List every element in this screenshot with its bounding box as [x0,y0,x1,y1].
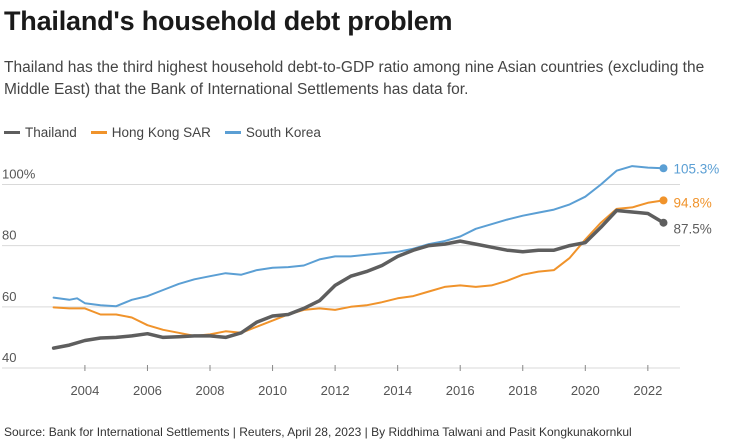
end-point-south-korea [659,164,668,173]
series-lines [51,164,668,350]
legend-swatch-south-korea [224,131,241,134]
x-tick-label-2010: 2010 [258,383,287,398]
x-tick-label-2022: 2022 [633,383,662,398]
legend-item-south-korea: South Korea [224,125,321,140]
legend-swatch-hong-kong [90,131,107,134]
x-tick-label-2004: 2004 [70,383,99,398]
x-tick-label-2018: 2018 [508,383,537,398]
x-tick-label-2006: 2006 [133,383,162,398]
end-point-hong-kong-sar [659,196,668,205]
source-note: Source: Bank for International Settlemen… [4,425,632,439]
y-tick-label-40: 40 [2,350,16,365]
y-tick-label-100: 100% [2,166,36,181]
series-line-thailand [51,208,666,350]
legend-label-hong-kong: Hong Kong SAR [111,125,211,140]
chart-subtitle: Thailand has the third highest household… [4,59,705,98]
end-labels: 105.3% 94.8% 87.5% [673,161,719,236]
x-axis-ticks: 2004 2006 2008 2010 2012 2014 2016 2018 2020 2022 [70,365,662,398]
legend-label-thailand: Thailand [25,125,77,140]
end-label-hong-kong-sar: 94.8% [673,195,711,210]
y-axis-ticks: 40 60 80 100% [2,166,36,365]
x-tick-label-2016: 2016 [446,383,475,398]
x-tick-label-2012: 2012 [321,383,350,398]
legend-label-south-korea: South Korea [245,125,321,140]
chart-legend: Thailand Hong Kong SAR South Korea [4,125,335,140]
legend-swatch-thailand [4,131,20,134]
end-point-thailand [659,218,668,227]
end-label-south-korea: 105.3% [673,161,719,176]
chart-title: Thailand's household debt problem [4,6,453,36]
grid-lines [2,183,680,369]
x-tick-label-2008: 2008 [196,383,225,398]
y-tick-label-60: 60 [2,289,16,304]
x-tick-label-2014: 2014 [383,383,412,398]
x-tick-label-2020: 2020 [571,383,600,398]
legend-item-hong-kong: Hong Kong SAR [90,125,211,140]
y-tick-label-80: 80 [2,228,16,243]
end-label-thailand: 87.5% [673,222,711,237]
legend-item-thailand: Thailand [4,125,77,140]
series-line-south-korea [52,165,665,308]
series-line-hong-kong-sar [52,199,665,337]
